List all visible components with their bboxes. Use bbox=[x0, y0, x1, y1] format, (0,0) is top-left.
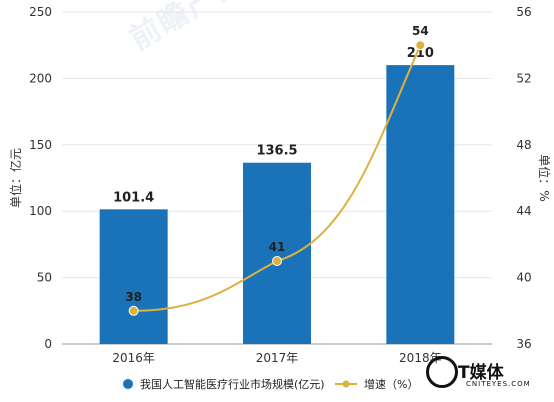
y2-tick-label: 44 bbox=[516, 204, 531, 218]
growth-value-label: 41 bbox=[269, 240, 286, 254]
x-tick-label: 2017年 bbox=[256, 351, 299, 365]
logo-domain: CNITEYES.COM bbox=[466, 380, 531, 388]
y-tick-label: 0 bbox=[44, 337, 52, 351]
y2-tick-label: 48 bbox=[516, 138, 531, 152]
y2-tick-label: 52 bbox=[516, 71, 531, 85]
logo-mark-icon bbox=[426, 356, 458, 388]
y-axis-title: 单位：亿元 bbox=[8, 148, 23, 208]
bar bbox=[386, 65, 455, 345]
legend-label-bar: 我国人工智能医疗行业市场规模(亿元) bbox=[140, 377, 325, 391]
bar bbox=[243, 162, 311, 344]
bar-value-label: 210 bbox=[407, 46, 434, 61]
legend-marker-bar bbox=[123, 379, 133, 389]
legend-marker-point bbox=[342, 380, 350, 388]
growth-point bbox=[415, 40, 426, 51]
growth-point bbox=[272, 256, 282, 266]
y2-tick-label: 40 bbox=[516, 271, 531, 285]
logo-name: T媒体 bbox=[458, 363, 504, 383]
y-tick-label: 200 bbox=[29, 71, 52, 85]
y-tick-label: 100 bbox=[29, 204, 52, 218]
bar-value-label: 136.5 bbox=[256, 144, 297, 159]
growth-value-label: 38 bbox=[125, 290, 142, 304]
bar-value-label: 101.4 bbox=[113, 190, 154, 205]
y2-tick-label: 56 bbox=[516, 5, 531, 19]
growth-value-label: 54 bbox=[412, 24, 429, 38]
y2-tick-label: 36 bbox=[516, 337, 531, 351]
y-tick-label: 50 bbox=[37, 271, 52, 285]
y-tick-label: 250 bbox=[29, 5, 52, 19]
growth-point bbox=[128, 305, 139, 316]
tmeiti-logo: T媒体 CNITEYES.COM bbox=[426, 356, 546, 396]
y2-axis-title: 单位：% bbox=[537, 154, 552, 201]
x-tick-label: 2016年 bbox=[112, 351, 155, 365]
legend-label-line: 增速（%） bbox=[364, 377, 418, 391]
y-tick-label: 150 bbox=[29, 138, 52, 152]
bar bbox=[99, 209, 168, 344]
growth-line bbox=[133, 44, 422, 312]
